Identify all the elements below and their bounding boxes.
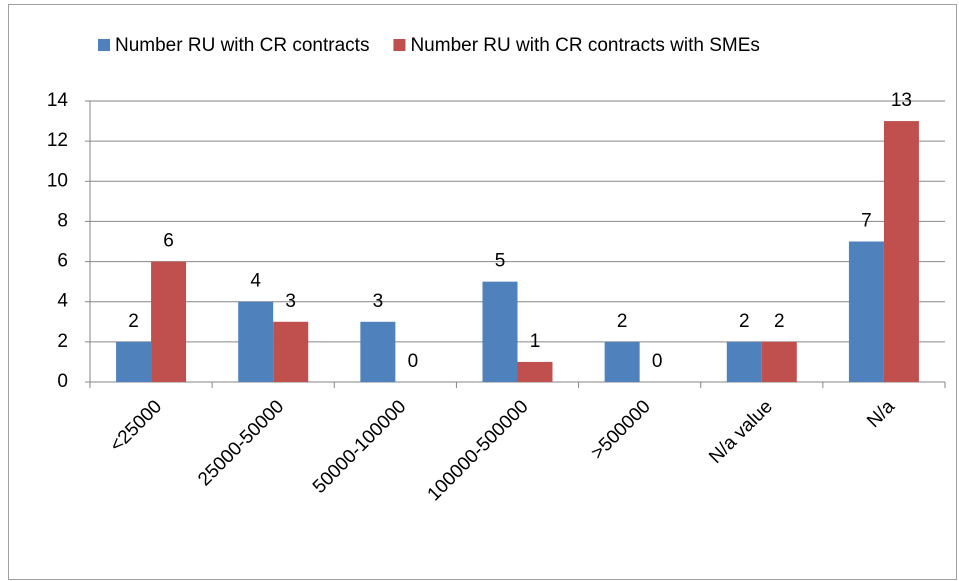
legend-label: Number RU with CR contracts with SMEs: [410, 35, 759, 56]
bar: [238, 301, 274, 382]
y-tick-label: 14: [47, 90, 69, 111]
bar: [883, 121, 919, 383]
bar: [273, 321, 309, 382]
data-label: 0: [408, 351, 419, 372]
y-tick-label: 8: [57, 210, 68, 231]
bar: [517, 361, 553, 382]
data-label: 3: [285, 291, 296, 312]
y-tick-label: 12: [47, 130, 68, 151]
bar: [604, 341, 640, 382]
legend-label: Number RU with CR contracts: [115, 35, 369, 56]
y-tick-label: 4: [57, 291, 68, 312]
bar: [116, 341, 152, 382]
data-label: 3: [373, 291, 384, 312]
data-label: 6: [163, 231, 174, 252]
data-label: 5: [495, 251, 506, 272]
data-label: 0: [652, 351, 663, 372]
bar: [360, 321, 396, 382]
bar: [151, 261, 187, 382]
data-label: 2: [739, 311, 750, 332]
data-label: 13: [891, 90, 912, 111]
data-label: 1: [530, 331, 541, 352]
data-label: 2: [774, 311, 785, 332]
bar: [482, 281, 518, 382]
y-tick-label: 10: [47, 170, 68, 191]
data-label: 7: [861, 211, 872, 232]
data-label: 4: [250, 271, 261, 292]
y-tick-label: 2: [57, 331, 68, 352]
y-tick-label: 0: [57, 371, 68, 392]
bar: [726, 341, 762, 382]
data-label: 2: [128, 311, 139, 332]
bar: [848, 241, 884, 382]
legend-swatch: [393, 39, 406, 51]
y-tick-label: 6: [57, 251, 68, 272]
bar: [761, 341, 797, 382]
legend-swatch: [98, 39, 110, 51]
data-label: 2: [617, 311, 628, 332]
